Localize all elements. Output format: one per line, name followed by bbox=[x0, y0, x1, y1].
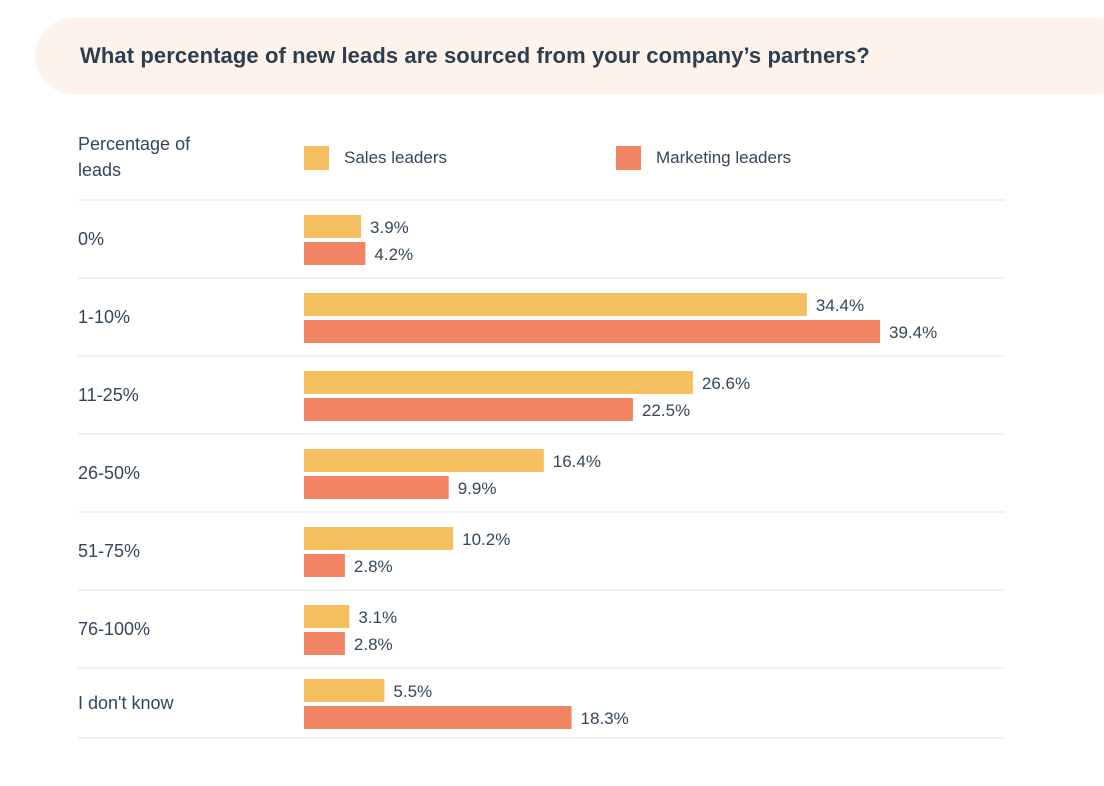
data-label-marketing: 18.3% bbox=[581, 709, 629, 728]
data-label-sales: 5.5% bbox=[393, 682, 432, 701]
bar-marketing bbox=[304, 554, 345, 577]
bar-marketing bbox=[304, 476, 449, 499]
category-label: 0% bbox=[78, 229, 104, 249]
bar-marketing bbox=[304, 398, 633, 421]
bar-sales bbox=[304, 527, 454, 550]
bar-marketing bbox=[304, 706, 572, 729]
category-label: 26-50% bbox=[78, 463, 140, 483]
bar-marketing bbox=[304, 632, 345, 655]
bar-sales bbox=[304, 371, 693, 394]
data-label-marketing: 39.4% bbox=[889, 323, 937, 342]
category-label: 76-100% bbox=[78, 619, 150, 639]
legend-swatch-marketing bbox=[616, 146, 641, 170]
title-banner: What percentage of new leads are sourced… bbox=[35, 18, 1104, 94]
data-label-sales: 34.4% bbox=[816, 296, 864, 315]
category-label: 51-75% bbox=[78, 541, 140, 561]
data-label-marketing: 2.8% bbox=[354, 557, 393, 576]
data-label-sales: 16.4% bbox=[553, 452, 601, 471]
bar-sales bbox=[304, 293, 807, 316]
chart-title: What percentage of new leads are sourced… bbox=[80, 43, 870, 68]
legend-label-sales: Sales leaders bbox=[344, 148, 448, 167]
legend-swatch-sales bbox=[304, 146, 329, 170]
data-label-sales: 10.2% bbox=[462, 530, 510, 549]
bar-marketing bbox=[304, 242, 366, 265]
category-column-header: Percentage of leads bbox=[78, 134, 191, 180]
bar-sales bbox=[304, 215, 362, 238]
data-label-sales: 26.6% bbox=[702, 374, 750, 393]
data-label-sales: 3.1% bbox=[358, 608, 397, 627]
bar-sales bbox=[304, 679, 385, 702]
data-label-sales: 3.9% bbox=[370, 218, 409, 237]
category-label: 11-25% bbox=[78, 385, 139, 405]
bar-sales bbox=[304, 449, 544, 472]
data-label-marketing: 22.5% bbox=[642, 401, 690, 420]
legend-label-marketing: Marketing leaders bbox=[656, 148, 792, 167]
data-label-marketing: 2.8% bbox=[354, 635, 393, 654]
bar-marketing bbox=[304, 320, 881, 343]
bar-sales bbox=[304, 605, 350, 628]
category-label: 1-10% bbox=[78, 307, 130, 327]
data-label-marketing: 9.9% bbox=[458, 479, 497, 498]
data-label-marketing: 4.2% bbox=[374, 245, 413, 264]
category-label: I don't know bbox=[78, 693, 174, 713]
